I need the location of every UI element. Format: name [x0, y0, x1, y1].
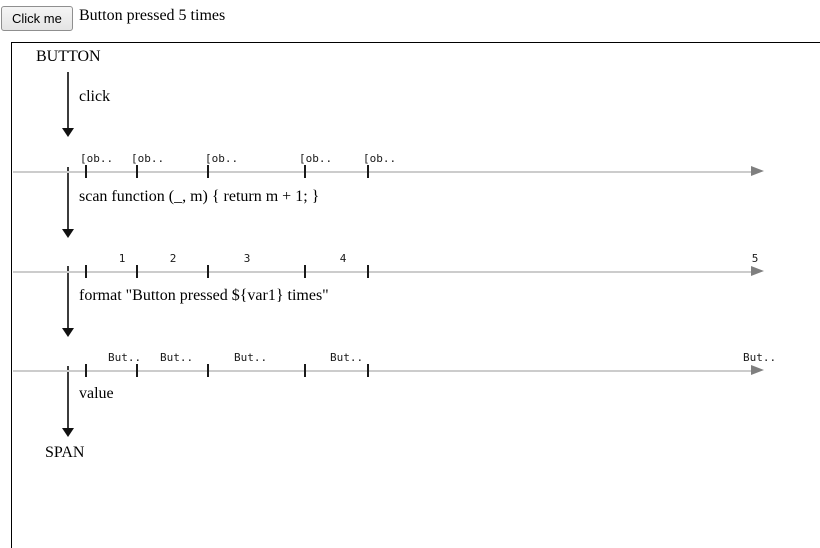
timeline-tick: [367, 364, 369, 377]
event-label: 1: [118, 252, 126, 265]
timeline-tick: [136, 165, 138, 178]
operator-label: click: [79, 88, 111, 105]
timeline-tick: [304, 165, 306, 178]
arrowhead-right-icon: [751, 165, 764, 176]
timeline-tick: [85, 364, 87, 377]
operator-label: scan function (_, m) { return m + 1; }: [79, 188, 320, 205]
stream-diagram-panel: [11, 42, 820, 548]
arrowhead-down-icon: [62, 128, 74, 137]
arrowhead-right-icon: [751, 364, 764, 375]
timeline-tick: [207, 165, 209, 178]
operator-arrow-line: [67, 167, 69, 229]
operator-label: value: [79, 385, 114, 402]
event-label: [ob..: [80, 152, 114, 165]
arrowhead-right-icon: [751, 265, 764, 276]
arrowhead-down-icon: [62, 328, 74, 337]
click-me-button[interactable]: Click me: [1, 6, 73, 31]
timeline-tick: [85, 165, 87, 178]
timeline-tick: [367, 265, 369, 278]
timeline-tick: [136, 265, 138, 278]
event-label: [ob..: [363, 152, 397, 165]
event-label: But..: [743, 351, 777, 364]
timeline-axis: [13, 171, 751, 173]
timeline-axis: [13, 271, 751, 273]
event-label: [ob..: [131, 152, 165, 165]
event-label: But..: [160, 351, 194, 364]
arrowhead-down-icon: [62, 428, 74, 437]
timeline-tick: [304, 265, 306, 278]
timeline-axis: [13, 370, 751, 372]
source-node-label: BUTTON: [36, 48, 101, 65]
event-label: 3: [243, 252, 251, 265]
operator-arrow-line: [67, 72, 69, 128]
sink-node-label: SPAN: [45, 444, 85, 461]
timeline-tick: [207, 265, 209, 278]
event-label: 2: [169, 252, 177, 265]
event-label: But..: [108, 351, 142, 364]
timeline-tick: [85, 265, 87, 278]
timeline-tick: [136, 364, 138, 377]
event-label: 5: [751, 252, 759, 265]
timeline-tick: [304, 364, 306, 377]
arrowhead-down-icon: [62, 229, 74, 238]
event-label: [ob..: [299, 152, 333, 165]
event-label: 4: [339, 252, 347, 265]
operator-arrow-line: [67, 266, 69, 328]
event-label: [ob..: [205, 152, 239, 165]
timeline-tick: [367, 165, 369, 178]
output-text: Button pressed 5 times: [79, 7, 226, 24]
event-label: But..: [234, 351, 268, 364]
event-label: But..: [330, 351, 364, 364]
timeline-tick: [207, 364, 209, 377]
operator-arrow-line: [67, 366, 69, 428]
operator-label: format "Button pressed ${var1} times": [79, 287, 329, 304]
